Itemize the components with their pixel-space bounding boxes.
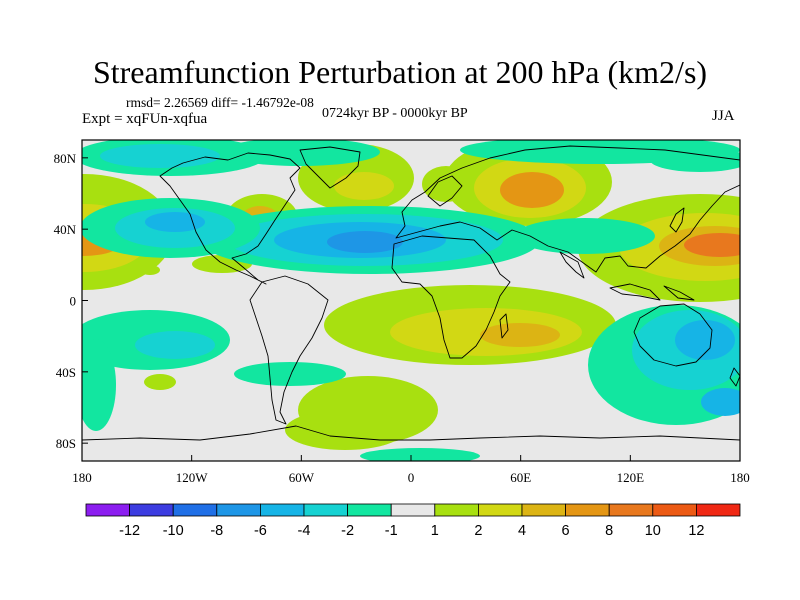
colorbar-swatch: [565, 503, 610, 517]
chart-title: Streamfunction Perturbation at 200 hPa (…: [92, 54, 708, 90]
colorbar-swatch: [347, 503, 392, 517]
colorbar-swatch: [608, 503, 654, 517]
colorbar-label: 2: [474, 523, 482, 539]
anomaly-asia-low: [460, 140, 740, 254]
anomaly-field: [82, 140, 740, 461]
rmsd-stats: rmsd= 2.26569 diff= -1.46792e-08: [126, 95, 314, 110]
japan-coast: [669, 207, 685, 233]
y-axis: 80N 40N 0 40S 80S: [54, 151, 88, 451]
colorbar-swatch: [521, 503, 566, 517]
y-tick-label: 80N: [54, 151, 77, 166]
y-tick-label: 80S: [56, 436, 76, 451]
southeast-asia-islands: [609, 283, 695, 301]
x-tick-label: 60E: [510, 470, 531, 485]
colorbar-swatch: [477, 503, 523, 517]
colorbar-label: -2: [341, 523, 354, 539]
scandinavia-coast: [427, 175, 463, 207]
south-america-coast: [249, 275, 329, 425]
colorbar-swatch: [85, 503, 130, 517]
eurasia-coast: [395, 145, 740, 273]
colorbar-swatch: [303, 503, 348, 517]
colorbar-label: -10: [163, 523, 184, 539]
colorbar-label: 12: [688, 523, 704, 539]
colorbar-swatch: [172, 503, 218, 517]
north-america-coast: [159, 152, 301, 285]
colorbar-label: -6: [254, 523, 267, 539]
anomaly-south-low-band: [234, 362, 480, 461]
anomaly-east-pacific-low: [82, 198, 260, 258]
colorbar-label: -8: [210, 523, 223, 539]
season-label: JJA: [712, 108, 735, 124]
x-tick-label: 180: [72, 470, 92, 485]
experiment-label: Expt = xqFUn-xqfua: [82, 111, 208, 127]
anomaly-minor-highs: [140, 166, 470, 275]
colorbar-label: 6: [562, 523, 570, 539]
colorbar-label: 10: [645, 523, 661, 539]
x-tick-label: 120W: [176, 470, 209, 485]
new-zealand-coast: [729, 367, 740, 387]
india-coast: [559, 251, 585, 279]
anomaly-southern-africa: [324, 285, 616, 365]
period-label: 0724kyr BP - 0000kyr BP: [322, 106, 468, 121]
x-tick-label: 120E: [617, 470, 645, 485]
y-tick-label: 0: [70, 294, 77, 309]
colorbar-swatch: [259, 503, 305, 517]
greenland-coast: [299, 146, 361, 189]
x-tick-label: 60W: [289, 470, 315, 485]
colorbar-label: 4: [518, 523, 526, 539]
anomaly-arctic-lows: [82, 140, 380, 176]
anomaly-subtropical-low-belt: [200, 206, 540, 274]
colorbar: -12 -10 -8 -6 -4 -2 -1 1 2 4 6 8 10 12: [85, 503, 741, 539]
coastlines: [82, 145, 740, 441]
colorbar-label: 8: [605, 523, 613, 539]
colorbar-label: -4: [298, 523, 311, 539]
colorbar-swatch: [434, 503, 479, 517]
africa-coast: [391, 235, 511, 359]
antarctica-coast: [82, 425, 740, 441]
anomaly-southeast-pacific-low: [82, 310, 230, 431]
x-tick-label: 180: [730, 470, 750, 485]
colorbar-swatch: [390, 503, 436, 517]
x-tick-label: 0: [408, 470, 415, 485]
colorbar-label: -1: [385, 523, 398, 539]
x-axis: 180 120W 60W 0 60E 120E 180: [72, 455, 750, 485]
colorbar-swatch: [216, 503, 261, 517]
colorbar-label: 1: [431, 523, 439, 539]
madagascar-coast: [499, 313, 509, 339]
colorbar-label: -12: [119, 523, 140, 539]
y-tick-label: 40N: [54, 222, 77, 237]
colorbar-swatch: [696, 503, 741, 517]
y-tick-label: 40S: [56, 365, 76, 380]
colorbar-swatch: [652, 503, 697, 517]
australia-coast: [633, 303, 713, 367]
colorbar-swatch: [129, 503, 174, 517]
anomaly-south-pacific-low: [588, 305, 740, 425]
